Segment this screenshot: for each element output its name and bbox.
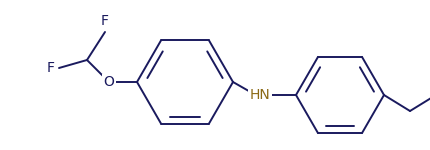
Text: O: O <box>104 75 114 89</box>
Text: F: F <box>101 14 109 28</box>
Text: F: F <box>47 61 55 75</box>
Text: HN: HN <box>250 88 270 102</box>
